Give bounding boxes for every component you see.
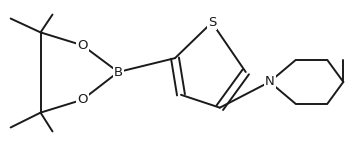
Text: S: S xyxy=(208,16,216,29)
Text: B: B xyxy=(114,66,123,79)
Text: O: O xyxy=(77,39,88,52)
Text: O: O xyxy=(77,93,88,106)
Text: N: N xyxy=(265,75,275,88)
